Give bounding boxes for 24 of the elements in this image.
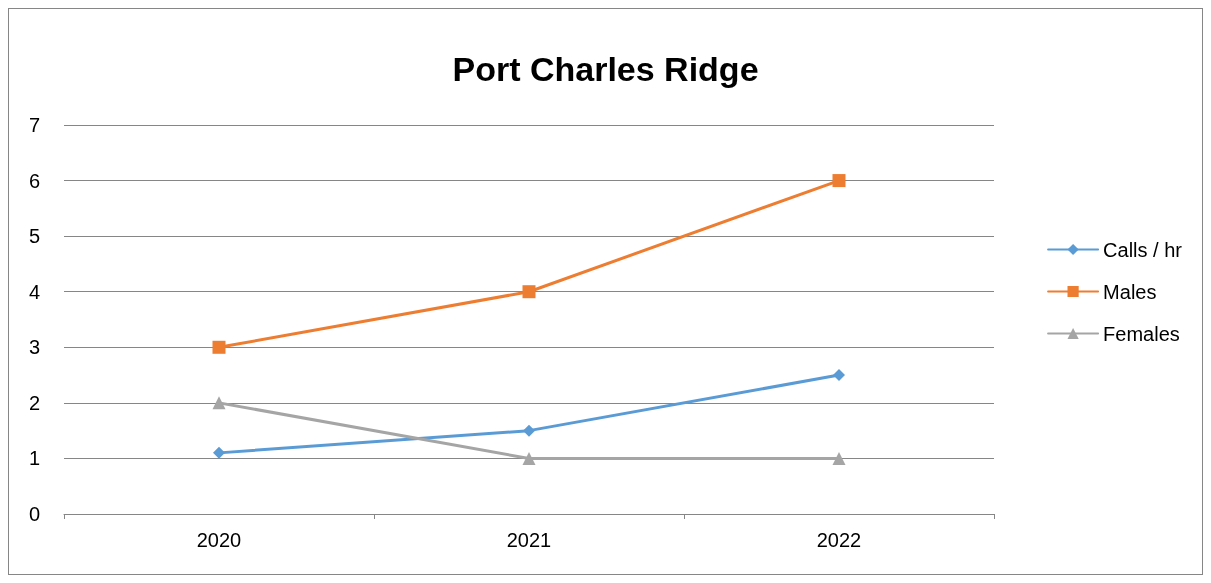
y-tick-label: 5 [28, 225, 40, 248]
legend-label: Females [1103, 322, 1180, 345]
point [522, 285, 536, 299]
y-tick-label: 2 [28, 391, 40, 414]
y-tick-label: 6 [28, 169, 40, 192]
point [212, 340, 226, 354]
y-tick-label: 4 [28, 280, 40, 303]
y-tick-label: 3 [28, 336, 40, 359]
x-tick-label: 2021 [506, 529, 552, 551]
x-tick-label: 2022 [816, 529, 862, 551]
point [832, 174, 846, 188]
point [213, 446, 225, 459]
y-tick-label: 1 [28, 447, 40, 470]
legend-label: Males [1103, 280, 1157, 303]
point [212, 396, 226, 410]
point [522, 451, 536, 465]
legend-label: Calls / hr [1103, 238, 1183, 261]
y-tick-label: 0 [28, 503, 40, 525]
point [832, 451, 846, 465]
point [833, 369, 845, 382]
chart-title: Port Charles Ridge [452, 50, 759, 88]
point [523, 424, 535, 437]
y-tick-label: 7 [28, 114, 40, 136]
x-tick-label: 2020 [196, 529, 242, 551]
